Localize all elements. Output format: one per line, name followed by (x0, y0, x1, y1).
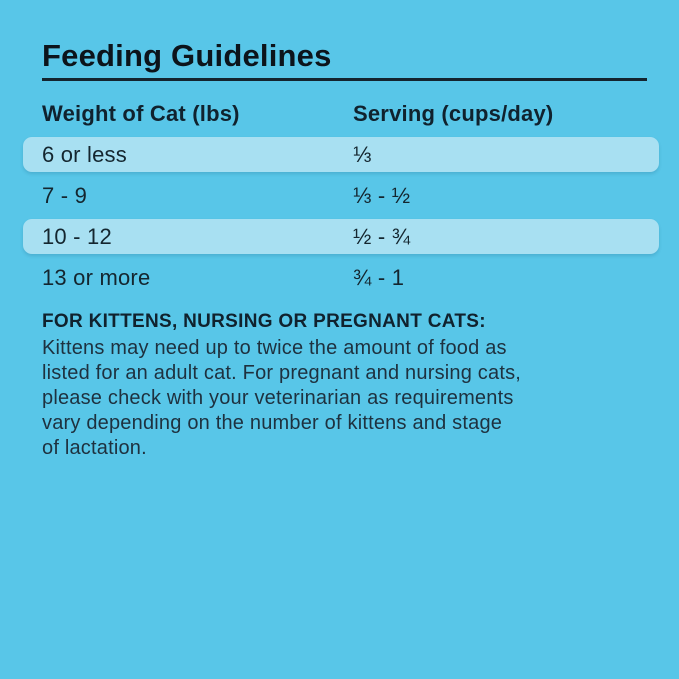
note-line: vary depending on the number of kittens … (42, 412, 503, 434)
weight-value: 6 or less (42, 141, 127, 167)
page-title: Feeding Guidelines (42, 38, 332, 73)
table-row: 13 or more ¾ - 1 (23, 260, 659, 295)
note-line: Kittens may need up to twice the amount … (42, 337, 507, 359)
weight-value: 10 - 12 (42, 223, 112, 249)
kittens-note-heading: FOR KITTENS, NURSING OR PREGNANT CATS: (42, 311, 486, 332)
column-header-weight: Weight of Cat (lbs) (42, 101, 240, 126)
note-line: of lactation. (42, 437, 147, 459)
weight-value: 7 - 9 (42, 182, 88, 208)
weight-value: 13 or more (42, 264, 151, 290)
column-header-serving: Serving (cups/day) (353, 101, 554, 126)
table-row: 10 - 12 ½ - ¾ (23, 219, 659, 254)
table-row: 7 - 9 ⅓ - ½ (23, 178, 659, 213)
table-header-row: Weight of Cat (lbs) Serving (cups/day) (42, 101, 642, 127)
serving-value: ¾ - 1 (353, 264, 405, 290)
note-line: please check with your veterinarian as r… (42, 387, 514, 409)
title-divider (42, 78, 647, 81)
note-line: listed for an adult cat. For pregnant an… (42, 362, 522, 384)
kittens-note-body: Kittens may need up to twice the amount … (42, 336, 642, 461)
serving-value: ⅓ - ½ (353, 182, 411, 208)
serving-value: ½ - ¾ (353, 223, 411, 249)
serving-value: ⅓ (353, 141, 372, 167)
table-row: 6 or less ⅓ (23, 137, 659, 172)
